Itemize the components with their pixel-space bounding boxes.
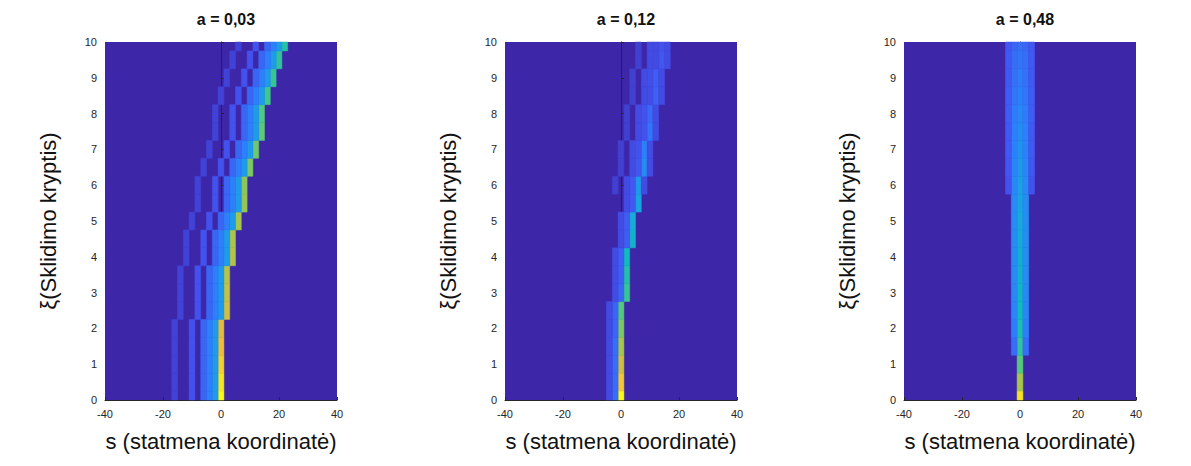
svg-text:a = 0,03: a = 0,03 (197, 11, 255, 28)
svg-text:-40: -40 (497, 408, 513, 420)
svg-text:10: 10 (884, 36, 896, 48)
svg-text:0: 0 (1017, 408, 1023, 420)
svg-text:9: 9 (491, 72, 497, 84)
svg-text:-20: -20 (954, 408, 970, 420)
svg-text:8: 8 (91, 108, 97, 120)
svg-text:6: 6 (91, 179, 97, 191)
svg-text:40: 40 (331, 408, 343, 420)
svg-text:-40: -40 (896, 408, 912, 420)
svg-text:1: 1 (890, 358, 896, 370)
svg-text:-20: -20 (155, 408, 171, 420)
svg-text:0: 0 (618, 408, 624, 420)
svg-text:0: 0 (491, 394, 497, 406)
svg-text:5: 5 (491, 215, 497, 227)
svg-text:ξ(Sklidimo kryptis): ξ(Sklidimo kryptis) (436, 132, 461, 309)
svg-text:7: 7 (890, 143, 896, 155)
svg-text:8: 8 (491, 108, 497, 120)
svg-text:6: 6 (491, 179, 497, 191)
svg-text:3: 3 (491, 287, 497, 299)
svg-text:a = 0,12: a = 0,12 (597, 11, 655, 28)
svg-text:7: 7 (91, 143, 97, 155)
svg-text:6: 6 (890, 179, 896, 191)
svg-text:s (statmena koordinatė): s (statmena koordinatė) (505, 429, 736, 454)
svg-text:7: 7 (491, 143, 497, 155)
svg-text:4: 4 (890, 251, 896, 263)
svg-text:a = 0,48: a = 0,48 (996, 11, 1054, 28)
svg-text:-40: -40 (97, 408, 113, 420)
svg-text:0: 0 (890, 394, 896, 406)
svg-text:10: 10 (85, 36, 97, 48)
svg-text:1: 1 (91, 358, 97, 370)
svg-text:9: 9 (91, 72, 97, 84)
svg-text:2: 2 (91, 322, 97, 334)
svg-text:40: 40 (731, 408, 743, 420)
svg-text:20: 20 (673, 408, 685, 420)
svg-text:5: 5 (890, 215, 896, 227)
svg-text:ξ(Sklidimo kryptis): ξ(Sklidimo kryptis) (835, 132, 860, 309)
svg-text:4: 4 (91, 251, 97, 263)
svg-text:4: 4 (491, 251, 497, 263)
svg-text:0: 0 (91, 394, 97, 406)
svg-text:10: 10 (485, 36, 497, 48)
svg-text:s (statmena koordinatė): s (statmena koordinatė) (904, 429, 1135, 454)
svg-text:9: 9 (890, 72, 896, 84)
svg-text:2: 2 (491, 322, 497, 334)
svg-text:ξ(Sklidimo kryptis): ξ(Sklidimo kryptis) (36, 132, 61, 309)
svg-text:3: 3 (890, 287, 896, 299)
svg-text:s (statmena koordinatė): s (statmena koordinatė) (105, 429, 336, 454)
svg-text:5: 5 (91, 215, 97, 227)
svg-text:40: 40 (1130, 408, 1142, 420)
svg-text:0: 0 (218, 408, 224, 420)
svg-text:3: 3 (91, 287, 97, 299)
svg-text:20: 20 (273, 408, 285, 420)
svg-text:8: 8 (890, 108, 896, 120)
svg-text:1: 1 (491, 358, 497, 370)
svg-text:20: 20 (1072, 408, 1084, 420)
svg-text:2: 2 (890, 322, 896, 334)
svg-text:-20: -20 (555, 408, 571, 420)
